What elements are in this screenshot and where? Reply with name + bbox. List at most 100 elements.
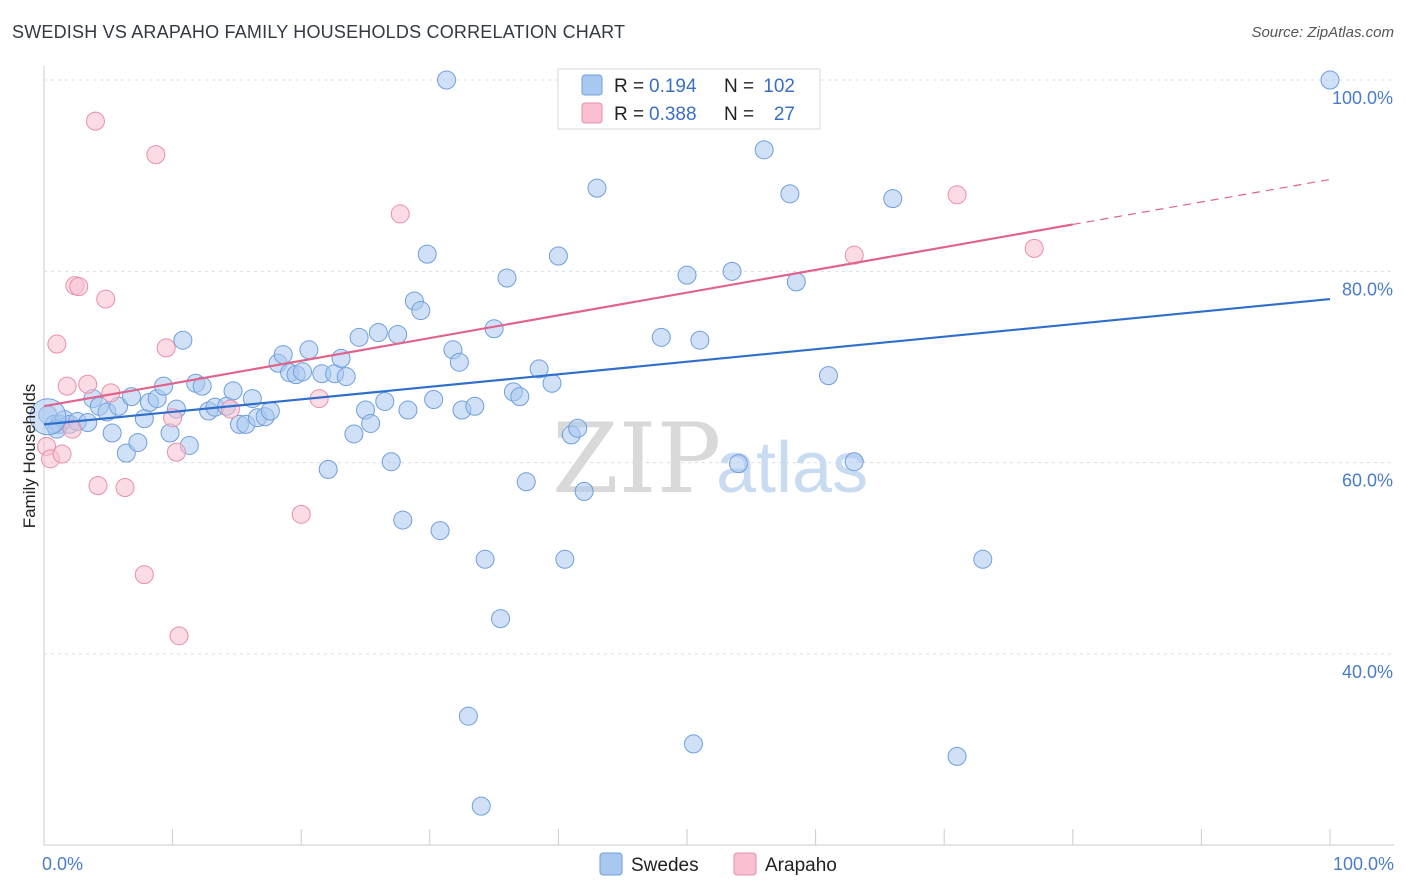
point-arapaho-23 bbox=[390, 204, 410, 224]
y-tick-labels: 40.0% 60.0% 80.0% 100.0% bbox=[1332, 88, 1393, 682]
legend-arapaho-r-value: 0.388 bbox=[649, 104, 697, 125]
point-swedes-68 bbox=[475, 549, 495, 569]
point-swedes-75 bbox=[529, 359, 549, 379]
point-swedes-65 bbox=[458, 706, 478, 726]
point-swedes-28 bbox=[223, 381, 243, 401]
point-swedes-49 bbox=[361, 413, 381, 433]
point-swedes-76 bbox=[542, 373, 562, 393]
point-swedes-88 bbox=[690, 330, 710, 350]
point-arapaho-20 bbox=[220, 399, 240, 419]
point-swedes-98 bbox=[947, 746, 967, 766]
point-swedes-15 bbox=[134, 409, 154, 429]
point-arapaho-25 bbox=[947, 185, 967, 205]
point-swedes-77 bbox=[548, 246, 568, 266]
bottom-legend-label-swedes: Swedes bbox=[631, 855, 699, 876]
point-swedes-46 bbox=[344, 424, 364, 444]
chart-title: SWEDISH VS ARAPAHO FAMILY HOUSEHOLDS COR… bbox=[12, 22, 626, 42]
point-swedes-85 bbox=[651, 327, 671, 347]
point-swedes-50 bbox=[368, 323, 388, 343]
point-swedes-36 bbox=[273, 345, 293, 365]
point-arapaho-15 bbox=[146, 145, 166, 165]
trend-lines bbox=[43, 178, 1331, 426]
legend-arapaho-n-value: 27 bbox=[774, 104, 795, 125]
point-swedes-93 bbox=[780, 184, 800, 204]
point-swedes-70 bbox=[491, 609, 511, 629]
point-swedes-78 bbox=[555, 549, 575, 569]
point-swedes-86 bbox=[677, 265, 697, 285]
legend-swatch-arapaho bbox=[581, 102, 603, 124]
legend-swedes-r-value: 0.194 bbox=[649, 76, 697, 97]
point-swedes-81 bbox=[574, 481, 594, 501]
point-swedes-60 bbox=[430, 521, 450, 541]
point-swedes-87 bbox=[683, 734, 703, 754]
point-arapaho-9 bbox=[85, 111, 105, 131]
point-swedes-61 bbox=[437, 70, 457, 90]
y-tick-label-80: 80.0% bbox=[1342, 279, 1393, 299]
point-arapaho-8 bbox=[78, 374, 98, 394]
point-swedes-74 bbox=[516, 472, 536, 492]
legend-arapaho-n-label: N = bbox=[724, 104, 754, 125]
x-tick-label-min: 0.0% bbox=[42, 854, 83, 874]
trend-line-arapaho bbox=[43, 223, 1073, 408]
point-arapaho-16 bbox=[156, 338, 176, 358]
point-swedes-34 bbox=[260, 401, 280, 421]
y-tick-label-60: 60.0% bbox=[1342, 471, 1393, 491]
point-arapaho-10 bbox=[88, 476, 108, 496]
point-swedes-10 bbox=[102, 423, 122, 443]
legend-swedes-n-label: N = bbox=[724, 76, 754, 97]
point-arapaho-14 bbox=[134, 565, 154, 585]
point-swedes-58 bbox=[417, 244, 437, 264]
point-swedes-99 bbox=[973, 549, 993, 569]
point-swedes-51 bbox=[375, 391, 395, 411]
point-swedes-57 bbox=[411, 301, 431, 321]
point-swedes-73 bbox=[510, 387, 530, 407]
point-arapaho-3 bbox=[52, 444, 72, 464]
trend-line-arapaho-extension bbox=[1072, 178, 1331, 226]
grid-lines bbox=[44, 79, 1394, 655]
point-swedes-14 bbox=[128, 433, 148, 453]
point-swedes-21 bbox=[173, 330, 193, 350]
point-arapaho-11 bbox=[96, 289, 116, 309]
point-arapaho-18 bbox=[166, 442, 186, 462]
bottom-legend-swatch-arapaho bbox=[733, 852, 757, 876]
point-swedes-80 bbox=[568, 418, 588, 438]
y-axis-label: Family Households bbox=[20, 384, 39, 529]
x-tick-label-max: 100.0% bbox=[1333, 854, 1394, 874]
legend-swatch-swedes bbox=[581, 74, 603, 96]
point-swedes-39 bbox=[292, 362, 312, 382]
point-swedes-95 bbox=[818, 366, 838, 386]
point-swedes-90 bbox=[728, 454, 748, 474]
point-arapaho-2 bbox=[47, 334, 67, 354]
point-swedes-47 bbox=[349, 327, 369, 347]
point-swedes-63 bbox=[449, 352, 469, 372]
point-swedes-cluster bbox=[29, 398, 67, 436]
point-swedes-71 bbox=[497, 268, 517, 288]
y-tick-label-100: 100.0% bbox=[1332, 88, 1393, 108]
point-swedes-100 bbox=[1320, 70, 1340, 90]
point-arapaho-19 bbox=[169, 626, 189, 646]
point-swedes-40 bbox=[299, 340, 319, 360]
data-points bbox=[29, 70, 1340, 816]
point-swedes-89 bbox=[722, 261, 742, 281]
chart-source: Source: ZipAtlas.com bbox=[1251, 24, 1394, 41]
point-swedes-96 bbox=[844, 452, 864, 472]
point-swedes-24 bbox=[192, 376, 212, 396]
point-swedes-42 bbox=[318, 459, 338, 479]
point-arapaho-7 bbox=[69, 277, 89, 297]
point-swedes-67 bbox=[471, 796, 491, 816]
bottom-legend-label-arapaho: Arapaho bbox=[765, 855, 837, 876]
legend-swedes-n-value: 102 bbox=[763, 76, 795, 97]
point-arapaho-13 bbox=[115, 478, 135, 498]
point-arapaho-5 bbox=[62, 419, 82, 439]
point-swedes-53 bbox=[388, 324, 408, 344]
point-swedes-55 bbox=[398, 400, 418, 420]
trend-line-swedes bbox=[43, 297, 1331, 426]
point-swedes-52 bbox=[381, 452, 401, 472]
point-arapaho-4 bbox=[57, 376, 77, 396]
bottom-legend-swatch-swedes bbox=[599, 852, 623, 876]
correlation-legend: R = 0.194 N = 102 R = 0.388 N = 27 bbox=[557, 68, 821, 130]
point-swedes-54 bbox=[393, 510, 413, 530]
point-swedes-66 bbox=[465, 396, 485, 416]
point-swedes-45 bbox=[336, 367, 356, 387]
